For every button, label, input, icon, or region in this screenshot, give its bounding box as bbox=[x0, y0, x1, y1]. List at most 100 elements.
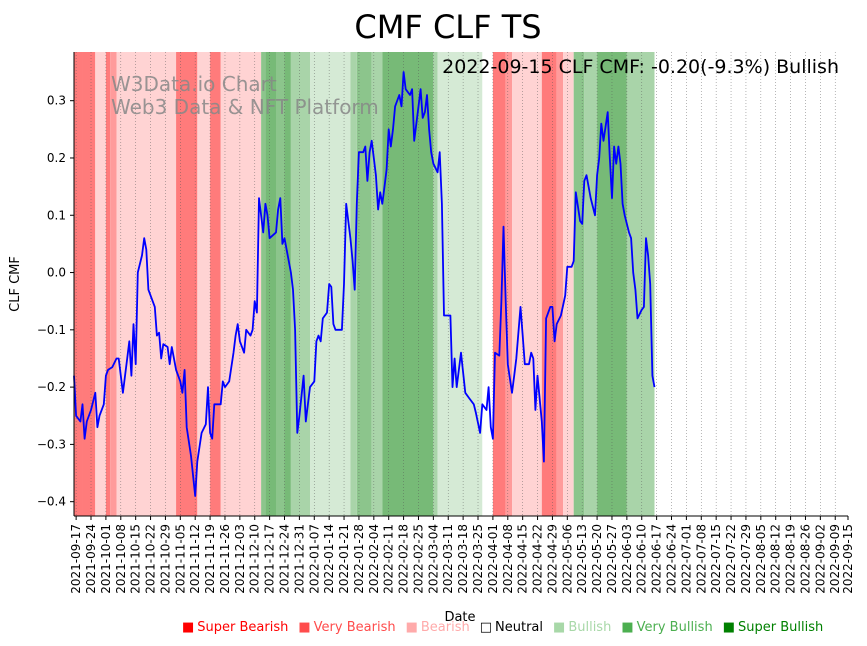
x-tick-label: 2021-11-05 bbox=[173, 524, 187, 594]
x-tick-label: 2022-08-05 bbox=[754, 524, 768, 594]
legend-item: ■ Bearish bbox=[406, 620, 470, 635]
x-tick-label: 2022-02-04 bbox=[367, 524, 381, 594]
x-tick-label: 2021-09-17 bbox=[69, 524, 83, 594]
x-tick-label: 2022-01-21 bbox=[337, 524, 351, 594]
x-tick-label: 2022-05-20 bbox=[590, 524, 604, 594]
x-tick-label: 2022-09-15 bbox=[841, 524, 855, 594]
y-tick-label: 0.0 bbox=[47, 266, 66, 280]
legend-item: ■ Bullish bbox=[553, 620, 611, 635]
region-bearish bbox=[563, 52, 574, 516]
region-bearish bbox=[95, 52, 106, 516]
legend-label: Neutral bbox=[495, 620, 544, 635]
region-bullish bbox=[371, 52, 383, 516]
x-tick-label: 2021-11-12 bbox=[188, 524, 202, 594]
x-tick-label: 2022-04-01 bbox=[486, 524, 500, 594]
x-tick-label: 2022-06-10 bbox=[635, 524, 649, 594]
region-super_bearish bbox=[74, 52, 83, 516]
region-very_bullish bbox=[573, 52, 585, 516]
x-tick-label: 2022-06-03 bbox=[620, 524, 634, 594]
region-super_bullish bbox=[284, 52, 291, 516]
watermark-line: Web3 Data & NFT Platform bbox=[111, 95, 379, 119]
x-tick-label: 2021-10-29 bbox=[158, 524, 172, 594]
y-tick-label: −0.3 bbox=[37, 437, 66, 451]
legend-item: ■ Very Bullish bbox=[621, 620, 712, 635]
x-tick-label: 2022-08-19 bbox=[784, 524, 798, 594]
region-very_bearish bbox=[556, 52, 564, 516]
y-tick-label: −0.1 bbox=[37, 323, 66, 337]
x-tick-label: 2021-12-03 bbox=[233, 524, 247, 594]
region-bullish bbox=[433, 52, 438, 516]
region-super_bullish bbox=[382, 52, 434, 516]
legend-swatch-icon: ■ bbox=[553, 620, 566, 635]
x-tick-label: 2022-05-27 bbox=[605, 524, 619, 594]
region-super_bullish bbox=[265, 52, 277, 516]
x-tick-label: 2022-03-25 bbox=[471, 524, 485, 594]
x-tick-label: 2022-04-15 bbox=[516, 524, 530, 594]
legend-label: Bearish bbox=[420, 620, 470, 635]
legend-item: □ Neutral bbox=[480, 620, 543, 635]
x-tick-label: 2022-04-08 bbox=[501, 524, 515, 594]
legend-label: Bullish bbox=[568, 620, 612, 635]
cmf-line bbox=[73, 71, 656, 497]
x-tick-label: 2022-05-13 bbox=[575, 524, 589, 594]
region-bearish bbox=[512, 52, 542, 516]
legend-item: ■ Very Bearish bbox=[298, 620, 395, 635]
x-tick-label: 2021-12-24 bbox=[278, 524, 292, 594]
y-tick-label: 0.2 bbox=[47, 151, 66, 165]
legend-swatch-icon: □ bbox=[479, 620, 493, 635]
x-tick-label: 2022-07-29 bbox=[739, 524, 753, 594]
x-tick-label: 2022-03-18 bbox=[456, 524, 470, 594]
x-tick-label: 2021-10-08 bbox=[114, 524, 128, 594]
legend-label: Very Bullish bbox=[636, 620, 713, 635]
x-tick-label: 2021-12-10 bbox=[248, 524, 262, 594]
x-tick-label: 2022-02-11 bbox=[382, 524, 396, 594]
x-tick-label: 2022-05-06 bbox=[560, 524, 574, 594]
x-tick-label: 2022-01-28 bbox=[352, 524, 366, 594]
x-tick-label: 2022-08-12 bbox=[769, 524, 783, 594]
legend-item: ■ Super Bearish bbox=[182, 620, 288, 635]
x-tick-label: 2022-06-24 bbox=[665, 524, 679, 594]
region-very_bullish bbox=[261, 52, 266, 516]
x-tick-label: 2021-11-19 bbox=[203, 524, 217, 594]
x-tick-label: 2022-07-22 bbox=[724, 524, 738, 594]
x-tick-label: 2022-03-11 bbox=[441, 524, 455, 594]
x-axis-label: Date bbox=[444, 610, 475, 625]
x-tick-label: 2022-07-01 bbox=[679, 524, 693, 594]
x-tick-label: 2021-09-24 bbox=[84, 524, 98, 594]
x-tick-label: 2022-09-09 bbox=[828, 524, 842, 594]
x-tick-label: 2022-07-08 bbox=[694, 524, 708, 594]
region-bullish bbox=[290, 52, 311, 516]
x-tick-label: 2022-02-25 bbox=[411, 524, 425, 594]
x-tick-label: 2021-12-17 bbox=[263, 524, 277, 594]
latest-value-annotation: 2022-09-15 CLF CMF: -0.20(-9.3%) Bullish bbox=[442, 56, 839, 78]
x-tick-label: 2021-10-15 bbox=[129, 524, 143, 594]
region-very_bearish bbox=[110, 52, 117, 516]
legend-swatch-icon: ■ bbox=[182, 620, 195, 635]
region-bullish bbox=[584, 52, 598, 516]
x-tick-label: 2022-04-22 bbox=[531, 524, 545, 594]
region-super_bearish bbox=[82, 52, 96, 516]
region-very_bearish bbox=[505, 52, 513, 516]
x-tick-label: 2022-01-14 bbox=[322, 524, 336, 594]
x-tick-label: 2022-08-26 bbox=[798, 524, 812, 594]
x-tick-label: 2021-10-01 bbox=[99, 524, 113, 594]
x-tick-label: 2022-01-07 bbox=[307, 524, 321, 594]
vertical-grid bbox=[75, 52, 836, 516]
region-super_bearish bbox=[176, 52, 198, 516]
watermark-line: W3Data.io Chart bbox=[111, 72, 277, 96]
y-tick-label: 0.1 bbox=[47, 208, 66, 222]
x-tick-label: 2022-02-18 bbox=[397, 524, 411, 594]
x-tick-label: 2022-09-02 bbox=[813, 524, 827, 594]
x-tick-label: 2021-11-26 bbox=[218, 524, 232, 594]
y-axis-label: CLF CMF bbox=[8, 256, 23, 312]
region-super_bearish bbox=[492, 52, 506, 516]
region-very_bullish bbox=[276, 52, 285, 516]
legend-swatch-icon: ■ bbox=[621, 620, 634, 635]
region-bearish bbox=[220, 52, 262, 516]
region-super_bearish bbox=[210, 52, 221, 516]
region-super_bearish bbox=[105, 52, 111, 516]
legend-swatch-icon: ■ bbox=[298, 620, 311, 635]
